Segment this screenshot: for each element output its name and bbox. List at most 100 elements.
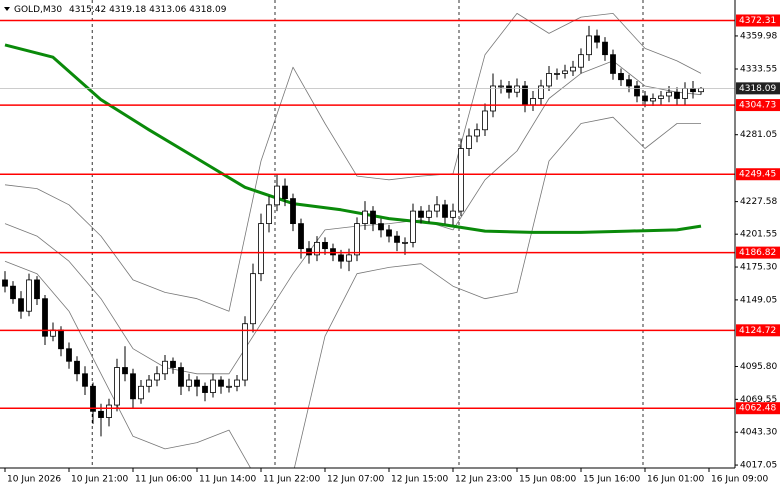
menu-arrow (4, 7, 10, 11)
candle-body (418, 210, 424, 218)
candle-body (242, 323, 248, 381)
y-tick-label: 4149.05 (740, 295, 777, 305)
candle-body (218, 379, 224, 387)
x-tick-label: 10 Jun 21:00 (71, 475, 128, 485)
band-upper (4, 13, 702, 312)
level-label-box (736, 99, 780, 112)
level-label: 4062.48 (739, 404, 776, 414)
band-lower (4, 116, 701, 468)
candle-body (674, 91, 680, 99)
candle-body (386, 229, 392, 237)
x-tick-label: 12 Jun 15:00 (391, 475, 448, 485)
candle-body (698, 87, 704, 93)
header: GOLD,M30 4315.42 4319.18 4313.06 4318.09 (14, 5, 227, 15)
candle-body (466, 135, 472, 149)
candle-body (202, 385, 208, 393)
x-tick-label: 11 Jun 06:00 (135, 475, 192, 485)
candle-body (546, 73, 552, 87)
candle-body (658, 95, 664, 99)
level-label-box (736, 14, 780, 27)
candle-body (194, 379, 200, 387)
candle-body (146, 379, 152, 387)
candle-body (458, 148, 464, 212)
candle-body (474, 129, 480, 137)
y-tick-label: 4333.55 (740, 65, 777, 75)
x-tick-label: 11 Jun 14:00 (199, 475, 256, 485)
x-tick-label: 12 Jun 07:00 (327, 475, 384, 485)
price-label-box (736, 82, 780, 95)
y-tick-label: 4069.55 (740, 395, 777, 405)
candle-body (346, 254, 352, 262)
level-label-box (736, 246, 780, 259)
candle-body (66, 348, 72, 362)
candle-body (274, 185, 280, 206)
candle-body (282, 185, 288, 199)
candle-body (586, 35, 592, 56)
candle-body (314, 241, 320, 256)
plot-area (0, 0, 735, 468)
candle-body (354, 223, 360, 256)
x-tick-label: 11 Jun 22:00 (263, 475, 320, 485)
candle-body (490, 85, 496, 112)
level-label-box (736, 402, 780, 415)
candle-body (538, 85, 544, 99)
candle-body (610, 54, 616, 74)
candle-body (154, 373, 160, 381)
y-tick-label: 4043.30 (740, 428, 777, 438)
candle-body (82, 373, 88, 387)
candle-body (434, 204, 440, 212)
level-label: 4372.31 (739, 16, 776, 26)
symbol: GOLD,M30 (14, 5, 62, 15)
candle-body (138, 385, 144, 400)
level-label-box (736, 168, 780, 181)
candle-body (482, 110, 488, 131)
candle-body (402, 241, 408, 244)
candle-body (498, 85, 504, 88)
y-tick-label: 4227.58 (740, 197, 777, 207)
x-tick-label: 10 Jun 2026 (7, 475, 61, 485)
last-high: 4319.18 (109, 5, 146, 15)
candle-body (450, 210, 456, 218)
candle-body (426, 210, 432, 218)
candle-body (570, 66, 576, 72)
candle-body (634, 85, 640, 97)
candle-body (554, 73, 560, 75)
last-open: 4315.42 (69, 5, 106, 15)
x-tick-label: 12 Jun 23:00 (455, 475, 512, 485)
level-label: 4124.72 (739, 326, 776, 336)
candle-body (18, 298, 24, 312)
y-tick-label: 4359.98 (740, 31, 777, 41)
candle-body (522, 85, 528, 106)
candle-body (322, 241, 328, 250)
x-tick-label: 15 Jun 08:00 (519, 475, 576, 485)
candle-body (626, 79, 632, 87)
candle-body (602, 41, 608, 56)
candle-body (186, 379, 192, 387)
candle-body (530, 98, 536, 106)
price-label: 4318.09 (739, 84, 776, 94)
level-label: 4186.82 (739, 248, 776, 258)
candle-body (682, 88, 688, 99)
candle-body (650, 98, 656, 102)
y-tick-label: 4281.05 (740, 130, 777, 140)
y-tick-label: 4201.55 (740, 230, 777, 240)
candle-body (266, 204, 272, 225)
candle-body (234, 379, 240, 387)
candle-body (298, 223, 304, 250)
candle-body (74, 360, 80, 375)
level-label: 4249.45 (739, 170, 776, 180)
candle-body (578, 54, 584, 68)
candle-body (210, 379, 216, 393)
candle-body (58, 329, 64, 350)
candle-body (514, 85, 520, 93)
candle-body (290, 198, 296, 225)
candle-body (690, 88, 696, 93)
candle-body (42, 298, 48, 337)
candle-body (122, 367, 128, 375)
candle-body (90, 385, 96, 412)
candle-body (666, 91, 672, 97)
candle-body (2, 279, 8, 287)
candle-body (562, 70, 568, 74)
